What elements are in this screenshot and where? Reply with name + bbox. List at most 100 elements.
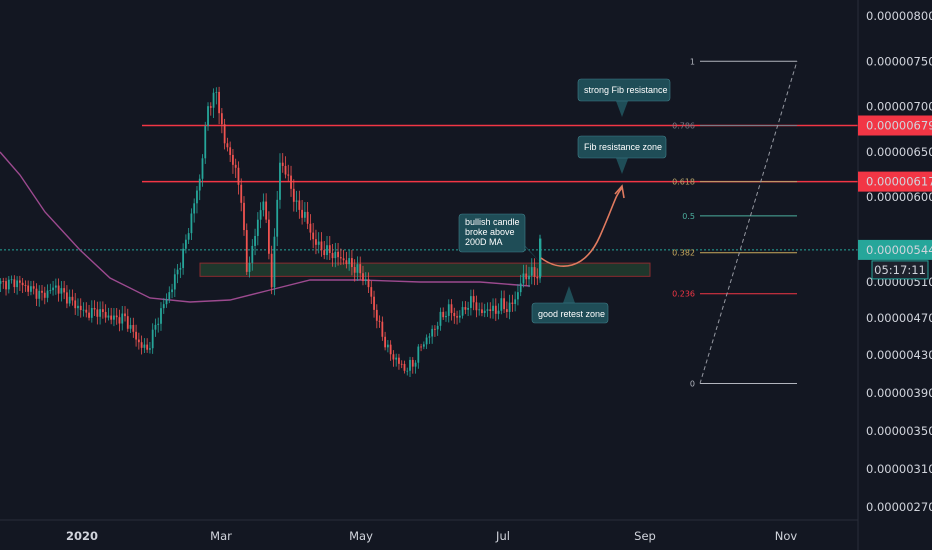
candle-body bbox=[384, 336, 387, 348]
candle-body bbox=[173, 274, 176, 290]
candle-body bbox=[207, 106, 209, 127]
candle-body bbox=[7, 279, 10, 290]
candle-body bbox=[530, 267, 533, 276]
candle-body bbox=[483, 310, 486, 313]
candle-body bbox=[337, 251, 339, 258]
candle-body bbox=[184, 239, 187, 249]
candle-body bbox=[284, 165, 287, 175]
candle-body bbox=[190, 213, 193, 234]
price-tick-label: 0.00000310 bbox=[866, 462, 932, 476]
candle-body bbox=[154, 324, 157, 330]
candle-body bbox=[533, 267, 536, 277]
time-tick-label: Jul bbox=[495, 529, 510, 543]
candle-body bbox=[168, 292, 171, 300]
price-tick-label: 0.00000430 bbox=[866, 348, 932, 362]
candle-body bbox=[453, 312, 456, 317]
callout-box bbox=[531, 302, 609, 324]
candle-body bbox=[223, 124, 226, 144]
current-price-tag bbox=[858, 239, 932, 260]
candle-body bbox=[259, 210, 262, 220]
candle-body bbox=[439, 311, 442, 326]
callout-box bbox=[577, 135, 667, 159]
candle-body bbox=[428, 336, 431, 338]
candle-body bbox=[220, 113, 223, 125]
candle-body bbox=[79, 305, 82, 311]
candle-body bbox=[54, 285, 57, 288]
candle-body bbox=[104, 311, 107, 318]
callout-text: 200D MA bbox=[465, 237, 503, 247]
callout-pointer bbox=[616, 101, 628, 117]
candle-body bbox=[113, 315, 115, 320]
projection-curve bbox=[540, 187, 623, 267]
candle-body bbox=[157, 323, 160, 325]
candle-body bbox=[165, 299, 168, 305]
candle-body bbox=[323, 250, 326, 256]
candle-body bbox=[398, 357, 400, 364]
candle-body bbox=[74, 300, 77, 309]
candle-body bbox=[146, 344, 149, 350]
candle-body bbox=[99, 309, 102, 317]
candle-body bbox=[209, 106, 212, 108]
candle-body bbox=[442, 311, 445, 318]
candle-body bbox=[43, 292, 46, 298]
projection-arrowhead bbox=[614, 184, 625, 199]
candle-body bbox=[417, 346, 420, 363]
price-tick-label: 0.00000800 bbox=[866, 9, 932, 23]
candle-body bbox=[279, 162, 281, 200]
candle-body bbox=[149, 348, 151, 350]
candle-body bbox=[306, 211, 309, 224]
callout-box bbox=[577, 78, 671, 102]
candle-body bbox=[171, 289, 173, 293]
candle-body bbox=[373, 296, 375, 310]
candle-body bbox=[143, 344, 146, 348]
candle-body bbox=[309, 223, 312, 233]
current-price-label: 0.00000544 bbox=[866, 243, 932, 257]
candle-body bbox=[364, 279, 367, 282]
candle-body bbox=[196, 190, 198, 204]
callout-text: bullish candle bbox=[465, 217, 520, 227]
candle-body bbox=[528, 275, 530, 280]
candle-body bbox=[13, 279, 16, 288]
candle-body bbox=[500, 298, 503, 311]
candle-body bbox=[212, 92, 215, 108]
breakout-candle-body bbox=[539, 238, 542, 277]
time-tick-label: 2020 bbox=[66, 529, 98, 543]
candle-body bbox=[52, 287, 54, 291]
candle-body bbox=[96, 309, 99, 317]
candle-body bbox=[41, 290, 43, 293]
resistance-price-label: 0.00000679 bbox=[866, 119, 932, 133]
fib-level-label: 0.786 bbox=[672, 122, 695, 131]
countdown-label: 05:17:11 bbox=[874, 263, 926, 277]
candle-body bbox=[505, 309, 508, 312]
candle-body bbox=[267, 219, 270, 254]
candle-body bbox=[525, 273, 528, 280]
candle-body bbox=[204, 126, 207, 159]
candle-body bbox=[63, 288, 66, 293]
candle-body bbox=[292, 188, 295, 202]
candle-body bbox=[356, 264, 359, 273]
candle-body bbox=[403, 363, 406, 371]
candle-body bbox=[121, 313, 124, 324]
candle-body bbox=[126, 316, 129, 329]
candle-body bbox=[60, 288, 63, 294]
candle-body bbox=[265, 201, 268, 220]
moving-average-line bbox=[0, 151, 531, 303]
resistance-price-tag bbox=[858, 115, 932, 136]
candle-body bbox=[447, 304, 450, 316]
candle-body bbox=[162, 304, 165, 309]
fib-trend-line bbox=[699, 61, 798, 384]
time-axis[interactable]: 2020 Mar May Jul Sep Nov bbox=[66, 529, 797, 543]
candle-body bbox=[276, 199, 279, 237]
candle-body bbox=[301, 209, 304, 218]
candle-body bbox=[436, 325, 439, 330]
candle-body bbox=[140, 342, 143, 348]
candle-body bbox=[237, 167, 240, 185]
candle-body bbox=[339, 257, 342, 259]
price-tick-label: 0.00000650 bbox=[866, 145, 932, 159]
candle-body bbox=[392, 354, 395, 360]
candle-body bbox=[536, 276, 539, 279]
candle-body bbox=[245, 230, 248, 272]
candle-body bbox=[514, 299, 517, 304]
callout-pointer bbox=[616, 158, 628, 174]
